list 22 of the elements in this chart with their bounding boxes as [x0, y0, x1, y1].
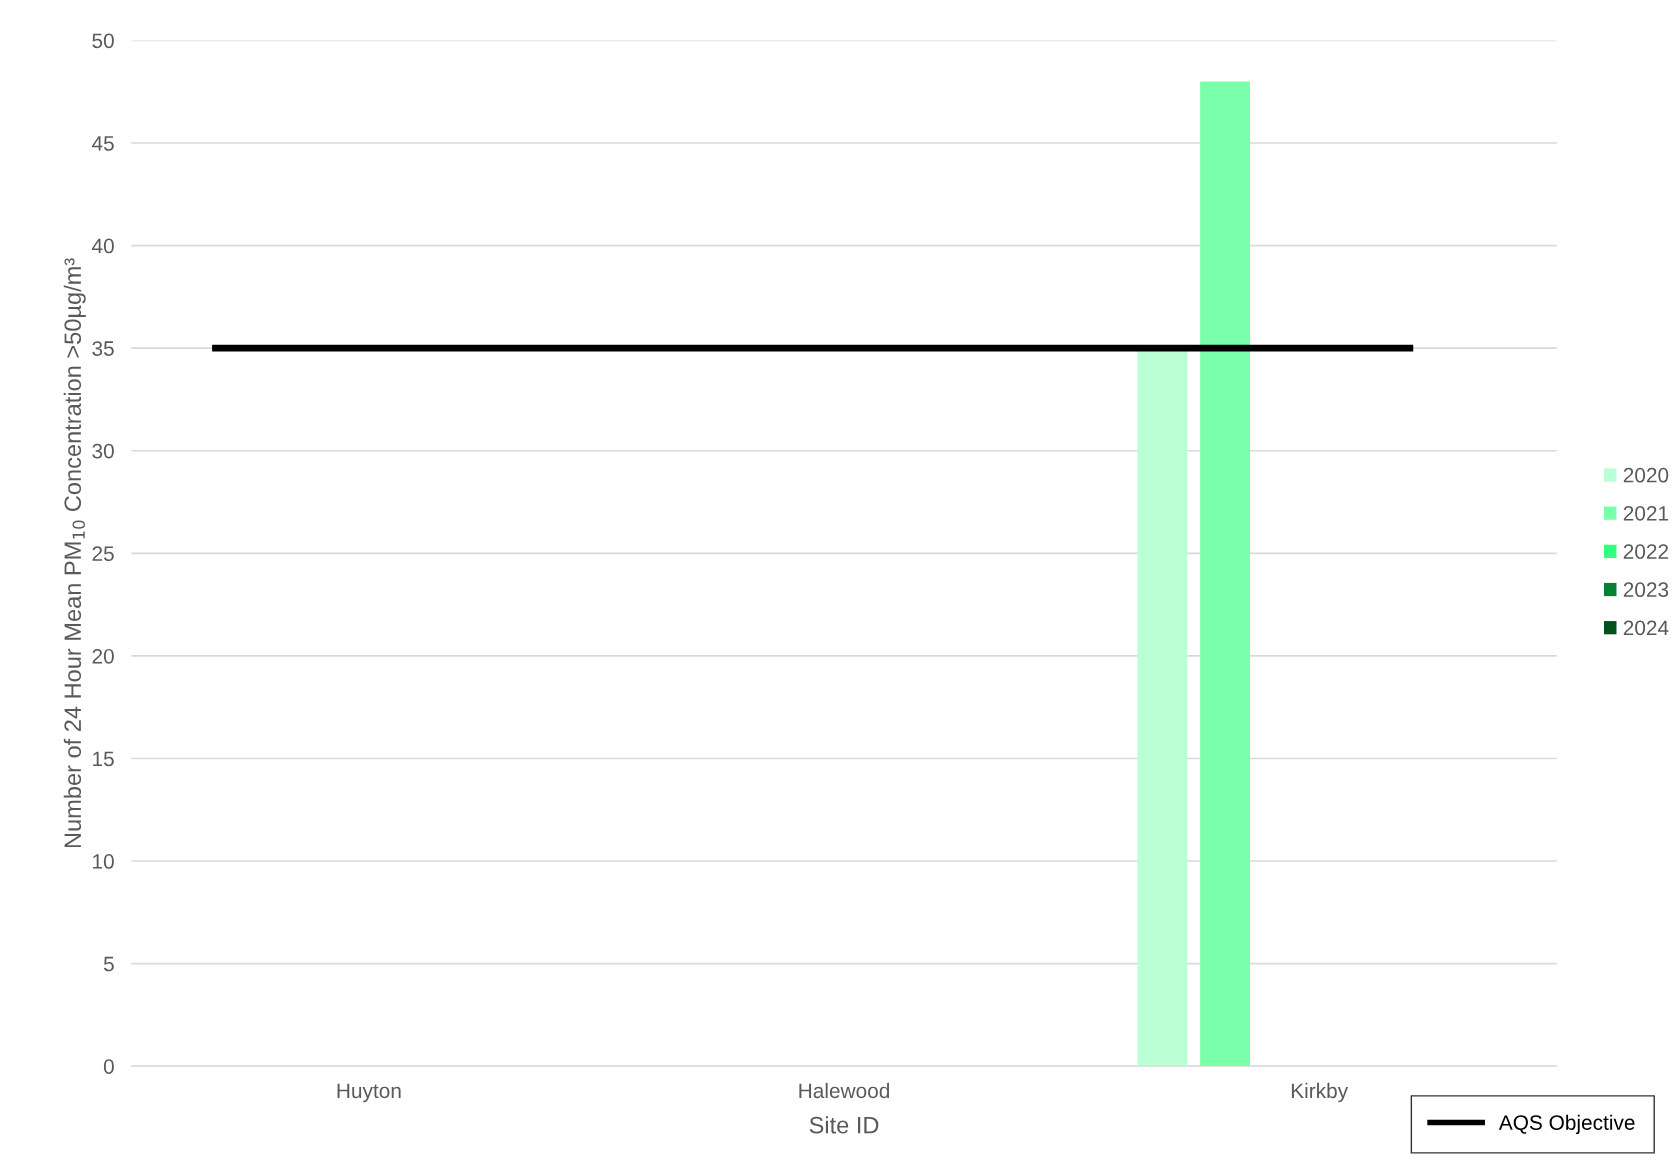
y-tick-label: 40 [91, 238, 114, 254]
x-tick-label: Huyton [337, 1083, 401, 1103]
legend-label: 2020 [1623, 467, 1669, 483]
legend-label: 2022 [1623, 544, 1669, 559]
y-tick-label: 45 [91, 136, 114, 151]
y-tick-label: 10 [93, 854, 114, 869]
y-tick-label: 25 [92, 546, 114, 562]
y-tick-label: 15 [93, 751, 114, 767]
x-axis-title: Site ID [809, 1116, 879, 1134]
y-tick-label: 30 [92, 443, 114, 459]
legend-label: 2023 [1623, 582, 1669, 598]
y-tick-label: 20 [92, 648, 114, 664]
legend-label: 2024 [1623, 620, 1669, 636]
y-tick-label: 50 [92, 33, 114, 49]
y-tick-label: 35 [92, 341, 114, 356]
y-axis-title: Number of 24 Hour Mean PM$_{10}$ Concentration >50µg/m³ [63, 258, 86, 848]
x-tick-label: Kirkby [1291, 1082, 1349, 1103]
x-tick-label: Halewood [799, 1082, 890, 1099]
legend-label: 2021 [1623, 505, 1669, 521]
y-tick-label: 5 [103, 956, 114, 972]
y-tick-label: 0 [103, 1059, 114, 1074]
legend-label: AQS Objective [1498, 1114, 1635, 1135]
